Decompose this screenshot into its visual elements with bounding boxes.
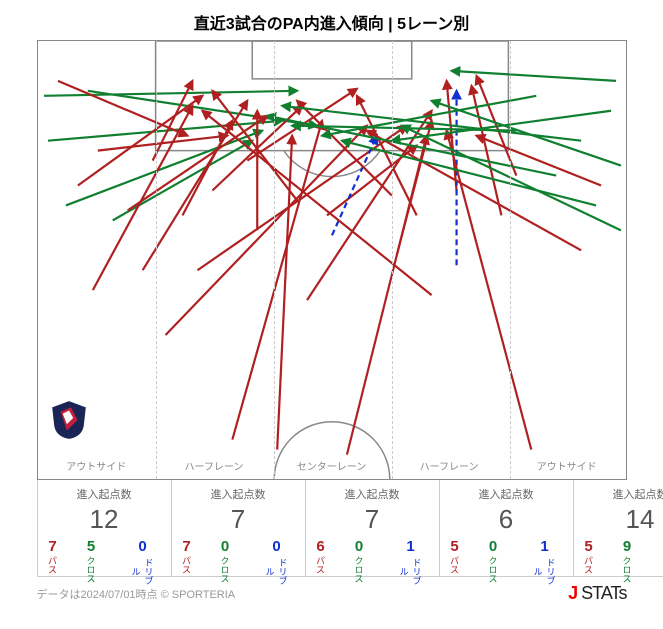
stat-cell: 進入起点数 14 5パス 9クロス 0ドリブル [574,480,663,577]
field-svg [38,41,626,480]
lane-label: アウトサイド [508,458,626,473]
credit-text: データは2024/07/01時点 © SPORTERIA [37,586,236,602]
stat-cross: 0クロス [474,539,513,572]
lane-divider [156,41,157,479]
stat-cross: 9クロス [608,539,647,572]
stat-breakdown: 5パス 9クロス 0ドリブル [576,539,663,572]
stat-pass: 5パス [442,539,468,572]
stat-title: 進入起点数 [576,486,663,502]
stat-dribble: 0ドリブル [653,539,663,572]
stat-cross: 0クロス [206,539,245,572]
stat-cross: 5クロス [72,539,111,572]
lane-divider [510,41,511,479]
stat-dribble: 1ドリブル [385,539,437,572]
stat-title: 進入起点数 [308,486,437,502]
lane-divider [274,41,275,479]
stat-breakdown: 6パス 0クロス 1ドリブル [308,539,437,572]
stats-row: 進入起点数 12 7パス 5クロス 0ドリブル 進入起点数 7 7パス 0クロス… [37,480,627,577]
lane-label: ハーフレーン [155,458,273,473]
stat-cell: 進入起点数 7 6パス 0クロス 1ドリブル [306,480,440,577]
stat-total: 7 [174,504,303,535]
stat-breakdown: 7パス 5クロス 0ドリブル [40,539,169,572]
stat-title: 進入起点数 [40,486,169,502]
lane-label: センターレーン [273,458,391,473]
stat-cross: 0クロス [340,539,379,572]
stat-cell: 進入起点数 7 7パス 0クロス 0ドリブル [172,480,306,577]
team-logo [48,399,90,441]
lane-label: ハーフレーン [390,458,508,473]
pitch-field: アウトサイドハーフレーンセンターレーンハーフレーンアウトサイド [37,40,627,480]
stat-pass: 5パス [576,539,602,572]
stat-pass: 7パス [40,539,66,572]
stat-title: 進入起点数 [442,486,571,502]
stat-cell: 進入起点数 6 5パス 0クロス 1ドリブル [440,480,574,577]
stat-pass: 6パス [308,539,334,572]
chart-container: 直近3試合のPA内進入傾向 | 5レーン別 アウトサイドハーフレーンセンターレー… [0,0,663,611]
stat-total: 14 [576,504,663,535]
lane-divider [392,41,393,479]
lane-labels-row: アウトサイドハーフレーンセンターレーンハーフレーンアウトサイド [38,458,626,473]
chart-title: 直近3試合のPA内進入傾向 | 5レーン別 [0,0,663,40]
stat-title: 進入起点数 [174,486,303,502]
lane-label: アウトサイド [38,458,156,473]
stat-breakdown: 5パス 0クロス 1ドリブル [442,539,571,572]
stat-total: 12 [40,504,169,535]
stat-total: 7 [308,504,437,535]
stat-dribble: 0ドリブル [117,539,169,572]
stat-dribble: 1ドリブル [519,539,571,572]
stat-breakdown: 7パス 0クロス 0ドリブル [174,539,303,572]
stats-brand-logo: J STATs [568,583,626,604]
stat-dribble: 0ドリブル [251,539,303,572]
stat-total: 6 [442,504,571,535]
stat-cell: 進入起点数 12 7パス 5クロス 0ドリブル [38,480,172,577]
stat-pass: 7パス [174,539,200,572]
